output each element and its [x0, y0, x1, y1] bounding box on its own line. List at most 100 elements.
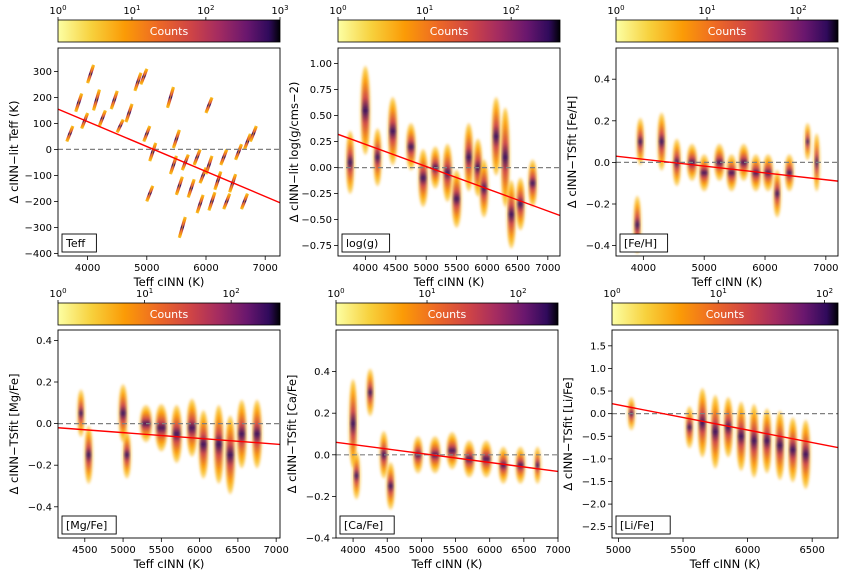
density-cluster	[124, 434, 130, 476]
density-streak-edge	[87, 64, 95, 84]
y-tick-label: −100	[25, 171, 52, 182]
colorbar-tick-label: 101	[123, 4, 140, 17]
y-tick-label: 0.0	[36, 419, 52, 430]
density-streak-edge	[66, 125, 74, 142]
x-tick-label: 5000	[413, 263, 438, 274]
y-tick-label: 1.0	[590, 364, 606, 375]
data-layer	[612, 388, 838, 490]
linear-fit-line	[336, 441, 558, 473]
density-cluster	[699, 391, 706, 455]
y-tick-label: 0.4	[594, 75, 610, 86]
density-cluster	[85, 428, 92, 481]
colorbar-tick-label: 100	[327, 287, 344, 300]
colorbar-tick-label: 102	[789, 4, 806, 17]
x-tick-label: 4500	[375, 545, 400, 556]
density-cluster	[805, 126, 810, 158]
colorbar-label: Counts	[150, 308, 189, 321]
x-axis-label: Teff cINN (K)	[413, 275, 485, 289]
legend-box: [Fe/H]	[619, 233, 669, 253]
y-axis-label: Δ cINN−TSfit [Fe/H]	[565, 96, 579, 208]
y-axis-label: Δ cINN−TSfit [Li/Fe]	[561, 377, 575, 490]
y-tick-label: −0.50	[301, 215, 332, 226]
y-tick-label: 0.0	[594, 158, 610, 169]
density-cluster	[78, 392, 84, 435]
density-cluster	[535, 449, 540, 481]
data-layer	[336, 368, 558, 510]
density-cluster	[482, 443, 491, 475]
density-cluster	[387, 465, 394, 507]
chart-panel-6: Counts 100 101 102 5000 5500 6000 6500 −2.5 −2.0 −…	[561, 287, 839, 571]
legend-frame	[339, 515, 395, 535]
density-cluster	[529, 162, 536, 204]
y-tick-label: −400	[25, 249, 52, 260]
y-tick-label: 1.00	[310, 59, 332, 70]
density-cluster	[789, 420, 797, 480]
density-cluster	[750, 406, 758, 475]
y-tick-label: 0.0	[314, 450, 330, 461]
density-streak-edge	[196, 194, 204, 214]
legend-label: [Mg/Fe]	[66, 519, 107, 532]
colorbar-tick-label: 102	[509, 287, 526, 300]
x-tick-label: 7000	[545, 545, 570, 556]
x-tick-label: 6000	[187, 545, 212, 556]
density-streak-edge	[146, 185, 154, 202]
x-tick-label: 4000	[340, 545, 365, 556]
x-tick-label: 5000	[110, 545, 135, 556]
y-tick-label: −300	[25, 223, 52, 234]
density-cluster	[448, 435, 457, 467]
legend-box: [Li/Fe]	[615, 515, 671, 535]
y-tick-label: 0.2	[36, 378, 52, 389]
density-streak-edge	[243, 133, 251, 150]
density-streak-edge	[187, 179, 195, 198]
colorbar-tick-label: 100	[49, 4, 66, 17]
y-tick-label: 0.25	[310, 137, 332, 148]
density-cluster	[172, 408, 181, 460]
density-cluster	[362, 68, 369, 152]
density-cluster	[700, 157, 708, 189]
density-streak-edge	[143, 125, 151, 142]
density-cluster	[517, 449, 524, 481]
data-layer	[58, 64, 280, 239]
density-cluster	[374, 131, 381, 184]
x-tick-label: 6500	[505, 263, 530, 274]
y-tick-label: 0.50	[310, 111, 332, 122]
density-cluster	[419, 152, 427, 204]
density-streak-edge	[214, 171, 222, 190]
x-axis-label: Teff cINN (K)	[133, 557, 205, 571]
legend-box: Teff	[61, 233, 97, 253]
density-cluster	[156, 406, 166, 449]
y-tick-label: −1.0	[582, 454, 606, 465]
density-streak-edge	[140, 68, 148, 85]
x-tick-label: 6000	[477, 545, 502, 556]
density-streak-edge	[116, 119, 124, 133]
x-tick-label: 4500	[383, 263, 408, 274]
density-streak-edge	[205, 97, 213, 114]
chart-panel-1: Counts 100 101 102 103 4000 5000 6000 7000 −400 −3…	[7, 4, 289, 289]
density-streak-edge	[125, 103, 133, 123]
density-cluster	[508, 183, 515, 246]
chart-panel-3: Counts 100 101 102 4000 5000 6000 7000 −0.4 −0.2 0…	[565, 4, 839, 289]
y-tick-label: −0.5	[582, 432, 606, 443]
y-tick-label: 0.5	[590, 387, 606, 398]
x-tick-label: 6500	[225, 545, 250, 556]
legend-box: [Ca/Fe]	[339, 515, 395, 535]
colorbar-tick-label: 101	[416, 4, 433, 17]
density-cluster	[752, 157, 760, 189]
y-tick-label: −0.75	[301, 241, 332, 252]
y-tick-label: −0.4	[28, 502, 52, 513]
y-axis-label: Δ cINN−TSfit [Ca/Fe]	[285, 375, 299, 494]
linear-fit-line	[612, 403, 838, 449]
colorbar-tick-label: 101	[710, 287, 727, 300]
plot-frame	[611, 329, 839, 539]
colorbar-label: Counts	[430, 25, 469, 38]
y-tick-label: 0.4	[314, 367, 330, 378]
legend-label: Teff	[65, 237, 86, 250]
y-tick-label: −0.4	[586, 241, 610, 252]
chart-panel-5: Counts 100 101 102 4000 4500 5000 5500 6000 6500 7…	[285, 287, 571, 571]
density-streak-edge	[249, 125, 257, 142]
density-streak-edge	[75, 93, 83, 112]
density-streak-edge	[92, 89, 100, 111]
density-cluster	[774, 172, 780, 215]
density-streak-edge	[205, 155, 213, 175]
